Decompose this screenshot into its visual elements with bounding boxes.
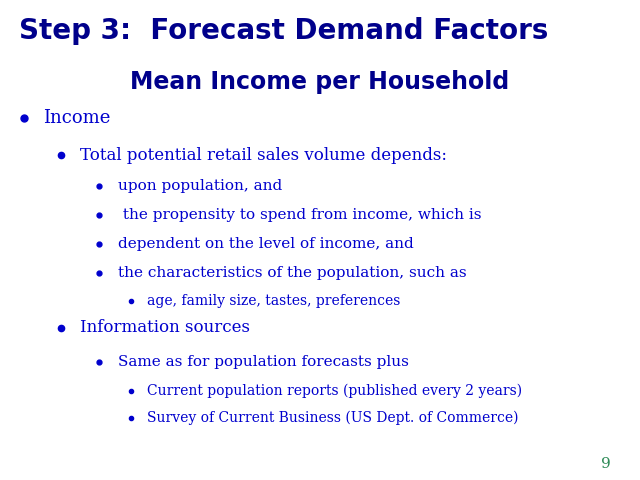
Text: the characteristics of the population, such as: the characteristics of the population, s… — [118, 265, 467, 280]
Text: age, family size, tastes, preferences: age, family size, tastes, preferences — [147, 294, 401, 309]
Text: Income: Income — [44, 108, 111, 127]
Text: the propensity to spend from income, which is: the propensity to spend from income, whi… — [118, 208, 482, 222]
Text: Mean Income per Household: Mean Income per Household — [131, 70, 509, 94]
Text: Total potential retail sales volume depends:: Total potential retail sales volume depe… — [80, 146, 447, 164]
Text: Information sources: Information sources — [80, 319, 250, 336]
Text: dependent on the level of income, and: dependent on the level of income, and — [118, 237, 414, 251]
Text: Same as for population forecasts plus: Same as for population forecasts plus — [118, 355, 409, 370]
Text: Current population reports (published every 2 years): Current population reports (published ev… — [147, 384, 522, 398]
Text: upon population, and: upon population, and — [118, 179, 283, 193]
Text: Survey of Current Business (US Dept. of Commerce): Survey of Current Business (US Dept. of … — [147, 410, 518, 425]
Text: Step 3:  Forecast Demand Factors: Step 3: Forecast Demand Factors — [19, 17, 548, 45]
Text: 9: 9 — [602, 457, 611, 471]
